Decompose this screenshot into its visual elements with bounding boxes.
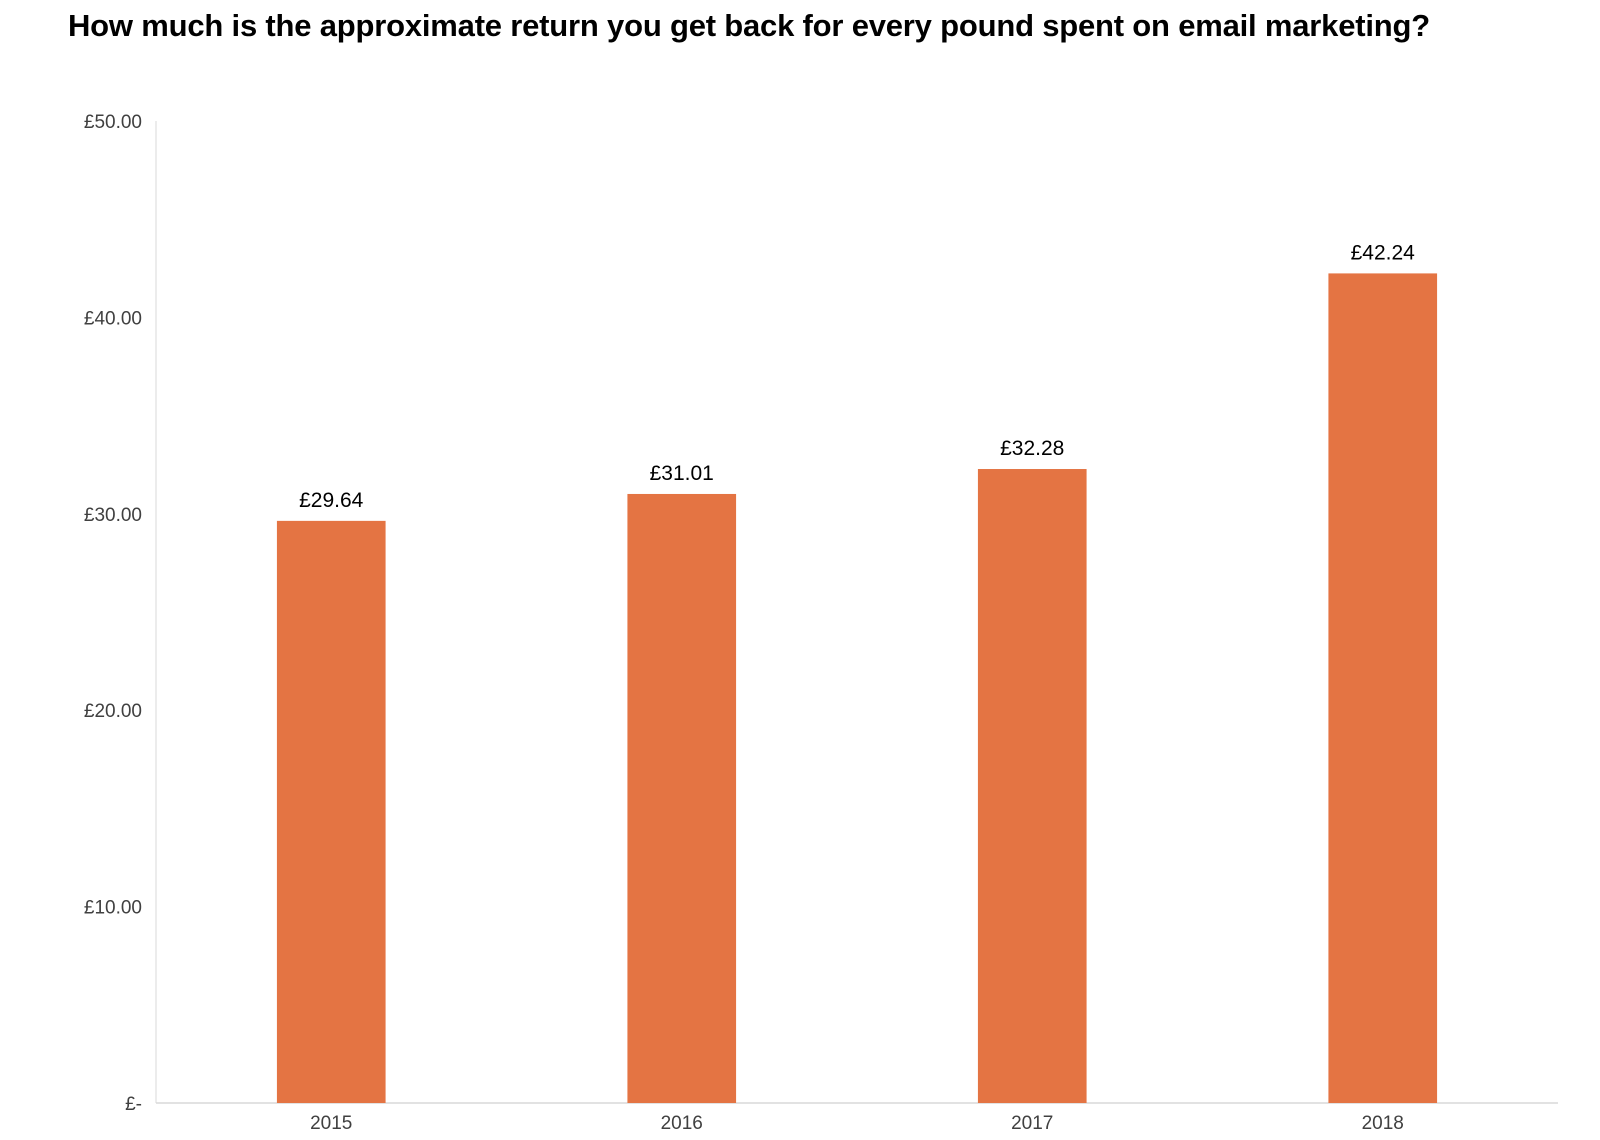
data-labels: £29.64 £31.01 £32.28 £42.24: [299, 241, 1415, 511]
bar-2017: [977, 469, 1087, 1103]
x-tick-label-2015: 2015: [310, 1113, 352, 1134]
y-tick-label: £40.00: [84, 308, 142, 329]
data-label-2016: £31.01: [650, 462, 714, 485]
x-tick-label-2016: 2016: [661, 1113, 703, 1134]
data-label-2018: £42.24: [1351, 241, 1416, 264]
bar-2018: [1328, 273, 1438, 1104]
data-label-2015: £29.64: [299, 489, 364, 512]
x-tick-label-2017: 2017: [1011, 1113, 1053, 1134]
y-tick-label: £10.00: [84, 898, 142, 919]
x-tick-label-2018: 2018: [1362, 1113, 1404, 1134]
chart-title: How much is the approximate return you g…: [68, 8, 1430, 43]
data-label-2017: £32.28: [1000, 437, 1064, 460]
y-tick-label: £-: [125, 1094, 142, 1115]
y-tick-label: £20.00: [84, 701, 142, 722]
y-tick-label: £30.00: [84, 505, 142, 526]
bar-2015: [276, 520, 386, 1103]
bar-2016: [627, 493, 737, 1103]
x-axis: 2015 2016 2017 2018: [156, 1102, 1558, 1134]
bars: [276, 273, 1438, 1104]
y-axis: £- £10.00 £20.00 £30.00 £40.00 £50.00: [84, 112, 157, 1115]
y-tick-label: £50.00: [84, 112, 142, 133]
